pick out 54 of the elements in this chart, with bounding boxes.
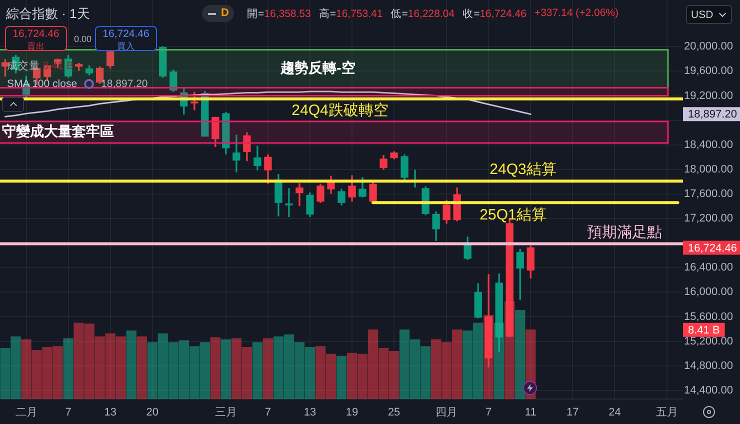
x-tick-label: 7	[65, 406, 72, 419]
x-tick-label: 13	[304, 406, 316, 419]
y-tick-label: 16,400.00	[684, 262, 733, 274]
text: 8.41 B	[688, 324, 720, 336]
x-tick-label: 19	[346, 406, 358, 419]
text: 18,897.20	[688, 108, 737, 121]
x-tick-label: 7	[264, 406, 272, 419]
annotation: 18,897.20	[101, 77, 148, 92]
ref-line-label: 24Q4跌破轉空	[292, 102, 388, 119]
x-tick-label: 四月	[436, 406, 458, 419]
y-tick-label: 14,800.00	[684, 360, 733, 372]
y-tick-label: 17,200.00	[684, 212, 733, 225]
y-tick-label: 15,600.00	[684, 310, 733, 323]
x-tick-label: 20	[146, 406, 158, 419]
annotation: 低=16,228.04	[390, 8, 455, 20]
band-label: 守變成大量套牢區	[2, 123, 114, 140]
annotation: 0.00	[74, 34, 92, 44]
x-tick-label: 13	[104, 406, 116, 419]
annotation: +337.14 (+2.06%)	[534, 7, 618, 21]
y-tick-label: 18,400.00	[684, 138, 733, 151]
annotation: 開=16,358.53	[247, 8, 311, 20]
annotation: 買入	[116, 40, 136, 50]
candlestick	[232, 134, 240, 172]
band-label: 趨勢反轉-空	[280, 60, 356, 76]
x-tick-label: 五月	[656, 406, 678, 419]
y-tick-label: 19,200.00	[684, 90, 733, 102]
candlestick	[285, 188, 293, 218]
y-tick-label: 19,600.00	[684, 65, 733, 78]
y-tick-label: 18,000.00	[684, 163, 733, 176]
text: 16,724.46	[688, 242, 737, 254]
y-tick-label: 17,600.00	[684, 188, 733, 200]
ref-line-label: 24Q3結算	[490, 161, 556, 178]
y-tick-label: 16,000.00	[684, 286, 733, 298]
y-tick-label: 14,400.00	[684, 384, 733, 396]
annotation: 賣出	[26, 40, 46, 50]
candlestick	[296, 183, 304, 206]
x-tick-label: 24	[608, 406, 621, 419]
x-tick-label: 7	[486, 406, 492, 419]
x-tick-label: 二月	[15, 406, 38, 419]
annotation: 16,724.46	[12, 28, 60, 40]
x-tick-label: 三月	[214, 406, 237, 419]
annotation: 16,724.46	[102, 28, 150, 40]
y-tick-label: 20,000.00	[684, 40, 733, 53]
annotation: 25Q1結算	[480, 206, 546, 224]
ref-line-label: 預期滿足點	[587, 224, 662, 241]
text: 綜合指數 · 1天	[6, 5, 90, 23]
annotation: D	[221, 7, 229, 19]
y-tick-label: 15,200.00	[684, 335, 733, 348]
x-tick-label: 11	[524, 406, 536, 419]
x-tick-label: 17	[566, 406, 579, 419]
annotation: 收=16,724.46	[462, 8, 526, 20]
annotation: 高=16,753.41	[318, 8, 383, 20]
text: USD	[691, 9, 714, 21]
x-tick-label: 25	[388, 406, 400, 419]
